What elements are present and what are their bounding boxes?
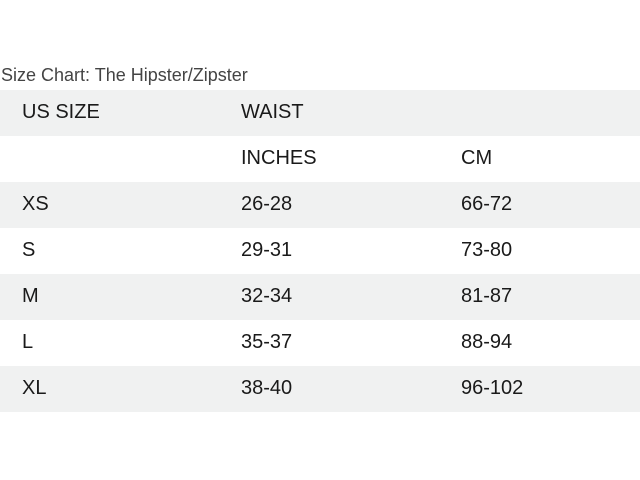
inches-cell: 32-34 [241,285,293,307]
subheader-row: INCHES CM [0,136,640,182]
cm-cell: 81-87 [461,285,513,307]
subheader-inches: INCHES [241,147,317,169]
table-row: XL 38-40 96-102 [0,366,640,412]
cm-cell: 66-72 [461,193,513,215]
table-row: XS 26-28 66-72 [0,182,640,228]
inches-cell: 29-31 [241,239,293,261]
inches-cell: 38-40 [241,377,293,399]
cm-cell: 73-80 [461,239,513,261]
size-chart-table: US SIZE WAIST INCHES CM XS 26-28 66-72 S… [0,90,640,412]
size-cell: M [22,285,39,307]
cm-cell: 96-102 [461,377,524,399]
size-cell: L [22,331,34,353]
inches-cell: 35-37 [241,331,293,353]
table-row: S 29-31 73-80 [0,228,640,274]
header-waist: WAIST [241,101,304,123]
header-row: US SIZE WAIST [0,90,640,136]
size-cell: XS [22,193,49,215]
size-cell: XL [22,377,47,399]
cm-cell: 88-94 [461,331,513,353]
table-row: M 32-34 81-87 [0,274,640,320]
inches-cell: 26-28 [241,193,293,215]
header-us-size: US SIZE [22,101,100,123]
size-cell: S [22,239,36,261]
subheader-cm: CM [461,147,493,169]
page-title: Size Chart: The Hipster/Zipster [1,65,248,85]
table-row: L 35-37 88-94 [0,320,640,366]
